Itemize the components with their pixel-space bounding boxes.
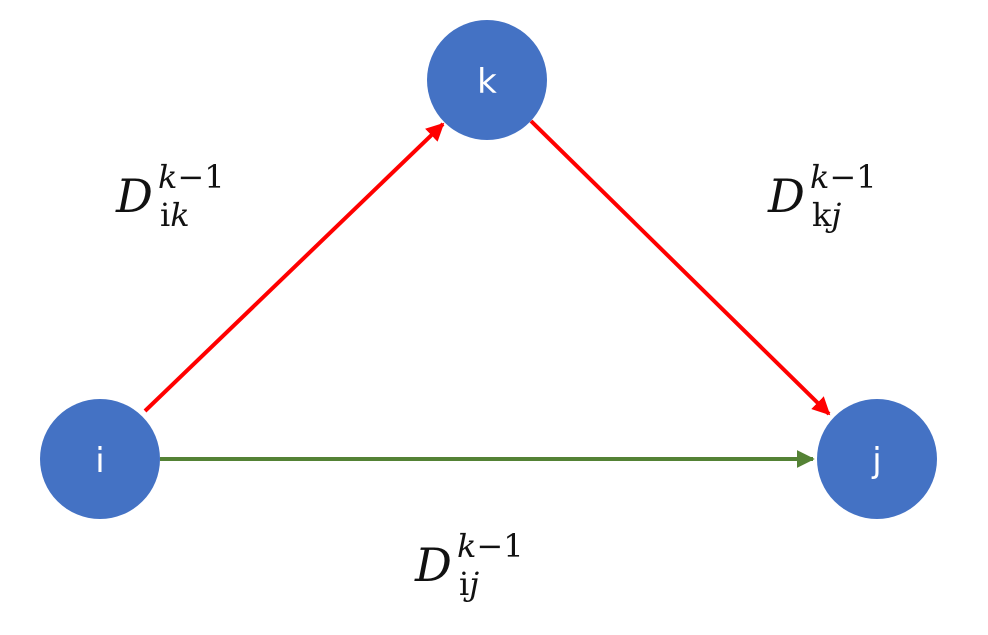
label-d-kj-var: D (767, 169, 805, 223)
label-d-ij-sup-var: k (457, 527, 476, 565)
label-d-ij-superscript: k−1 (457, 527, 524, 565)
label-d-ij-var: D (414, 538, 452, 592)
label-d-ik-sup-num: 1 (204, 158, 224, 196)
label-d-ik-subscript: ik (160, 196, 190, 234)
node-i-label: i (95, 441, 104, 481)
edge-i-to-k (143, 122, 445, 413)
node-j: j (817, 399, 937, 519)
label-d-kj-sup-var: k (810, 158, 829, 196)
label-d-kj-sup-num: 1 (856, 158, 876, 196)
label-d-ij-sub-plain: i (459, 565, 469, 603)
label-d-kj-sup-minus: − (829, 158, 856, 196)
label-d-kj-subscript: kj (812, 196, 841, 234)
label-d-ik-sub-plain: i (160, 196, 170, 234)
label-d-ik-sup-minus: − (177, 158, 204, 196)
label-d-ij-sup-minus: − (476, 527, 503, 565)
label-d-ij-subscript: ij (459, 565, 479, 603)
node-j-label: j (871, 441, 881, 481)
label-d-kj: D k−1 kj (767, 158, 877, 234)
label-d-ik-superscript: k−1 (158, 158, 225, 196)
label-d-ik-sub-italic: k (170, 196, 189, 234)
node-k-label: k (477, 62, 497, 102)
label-d-ik-sup-var: k (158, 158, 177, 196)
edge-k-to-j (529, 119, 831, 416)
label-d-ij: D k−1 ij (414, 527, 524, 603)
label-d-kj-superscript: k−1 (810, 158, 877, 196)
label-d-ik: D k−1 ik (115, 158, 225, 234)
label-d-kj-sub-plain: k (812, 196, 832, 234)
node-k: k (427, 20, 547, 140)
label-d-ik-var: D (115, 169, 153, 223)
node-i: i (40, 399, 160, 519)
label-d-ij-sup-num: 1 (503, 527, 523, 565)
